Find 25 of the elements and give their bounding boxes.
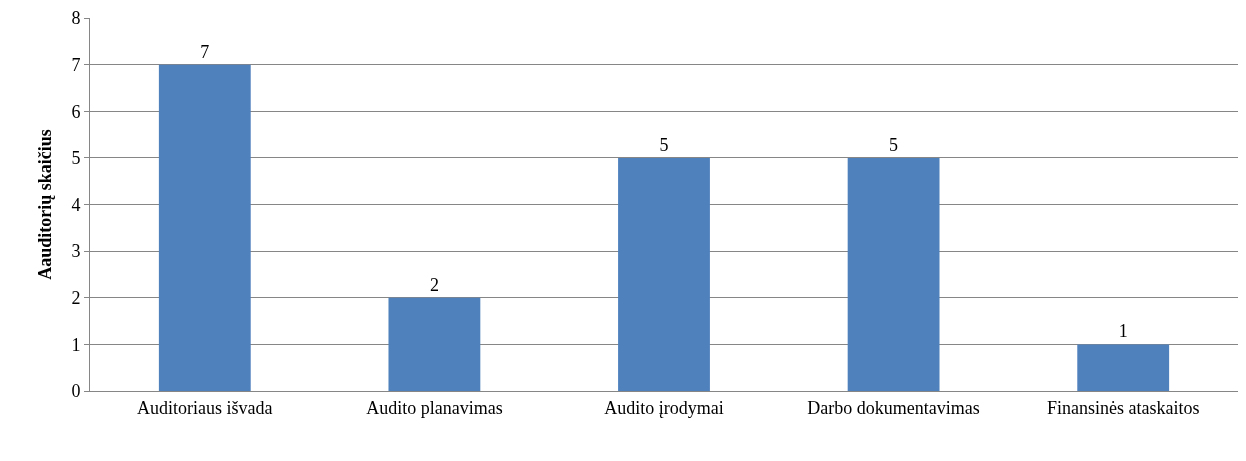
y-tick-label: 5 — [71, 148, 81, 169]
x-tick-label: Auditoriaus išvada — [137, 397, 273, 418]
x-tick-label: Finansinės ataskaitos — [1046, 397, 1200, 418]
y-tick-label: 3 — [71, 241, 81, 262]
bar — [847, 157, 940, 391]
bar — [158, 64, 251, 391]
y-tick-label: 1 — [71, 334, 81, 355]
bar — [388, 297, 481, 391]
data-label: 5 — [889, 134, 899, 155]
data-label: 1 — [1118, 321, 1128, 342]
y-tick-label: 8 — [71, 8, 81, 29]
data-label: 2 — [429, 274, 439, 295]
y-tick-label: 2 — [71, 288, 81, 309]
data-label: 7 — [200, 41, 210, 62]
data-label: 5 — [659, 134, 669, 155]
x-tick-label: Darbo dokumentavimas — [807, 397, 980, 418]
x-tick-label: Audito planavimas — [366, 397, 503, 418]
y-tick-label: 4 — [71, 194, 81, 215]
y-tick-label: 0 — [71, 381, 81, 402]
bar — [1077, 344, 1170, 391]
y-tick-label: 7 — [71, 54, 81, 75]
bar — [618, 157, 710, 391]
x-tick-label: Audito įrodymai — [604, 397, 724, 418]
y-axis-title: Aauditorių skaičius — [34, 129, 55, 280]
y-tick-label: 6 — [71, 101, 81, 122]
